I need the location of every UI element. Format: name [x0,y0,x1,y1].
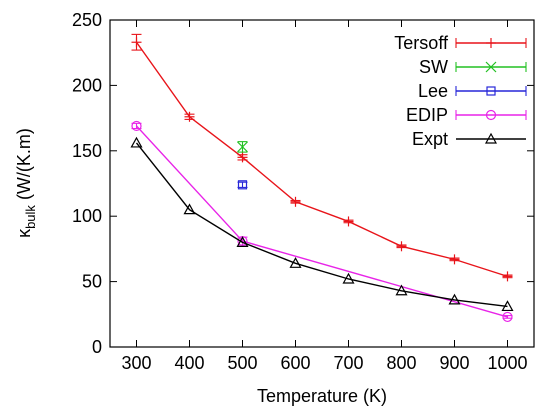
y-axis-title-rest: (W/(K.m) [14,128,34,205]
data-point-tersoff [237,152,248,163]
data-point-sw [237,141,248,153]
error-bar-edip [502,315,513,319]
legend-marker-sw [485,61,497,73]
x-tick-label: 800 [386,353,416,373]
data-point-tersoff [184,111,195,122]
data-point-expt [236,236,249,247]
legend-marker-expt [484,132,498,144]
x-tick-label: 600 [280,353,310,373]
data-point-expt [448,293,461,305]
legend-marker-edip [485,109,497,121]
legend-label-lee: Lee [418,81,448,101]
data-point-expt [342,272,355,284]
y-tick-label: 100 [72,206,102,226]
legend-entry-tersoff: Tersoff [394,33,527,53]
y-axis-title: κbulk (W/(K.m) [14,128,38,238]
y-tick-label: 150 [72,141,102,161]
data-point-tersoff [449,254,460,265]
series-tersoff [131,33,513,282]
legend-entry-lee: Lee [418,81,527,101]
series-sw [237,141,248,153]
tick-labels: 300 400 500 600 700 800 900 1000 0 50 100 150 200 250 [72,10,528,373]
series-line-tersoff [135,41,508,278]
legend-label-edip: EDIP [406,105,448,125]
data-point-expt [395,284,408,296]
series-lee [237,180,248,190]
legend: Tersoff SW Lee EDIP Expt [394,33,527,149]
data-point-edip [502,311,513,323]
x-tick-label: 400 [174,353,204,373]
legend-label-expt: Expt [412,129,448,149]
data-point-tersoff [131,37,142,48]
data-point-expt [501,300,514,312]
x-tick-label: 300 [121,353,151,373]
data-point-expt [289,257,302,268]
series-edip [131,120,513,323]
x-tick-label: 700 [333,353,363,373]
data-point-lee [237,180,248,190]
legend-label-tersoff: Tersoff [394,33,449,53]
series-line-expt [135,142,508,308]
error-bar-lee [237,181,248,188]
legend-entry-expt: Expt [412,129,526,149]
data-point-tersoff [396,241,407,252]
legend-label-sw: SW [419,57,448,77]
y-tick-label: 250 [72,10,102,30]
axes-ticks [110,19,534,348]
y-tick-label: 50 [82,272,102,292]
legend-marker-lee [486,86,496,96]
x-tick-label: 500 [227,353,257,373]
legend-entry-edip: EDIP [406,105,527,125]
data-point-tersoff [502,271,513,282]
series-line-edip [135,125,508,318]
data-point-tersoff [290,196,301,207]
data-point-expt [130,136,143,148]
data-point-expt [183,203,196,215]
data-point-tersoff [343,216,354,227]
series-layer [130,33,514,323]
legend-marker-tersoff [486,38,496,48]
data-point-edip [131,120,142,132]
y-tick-label: 200 [72,75,102,95]
y-axis-title-main: κ [14,228,34,238]
x-tick-label: 1000 [487,353,527,373]
legend-entry-sw: SW [419,57,527,77]
y-axis-title-sub: bulk [23,205,38,229]
plot-frame [109,19,535,348]
x-tick-label: 900 [439,353,469,373]
series-expt [130,136,514,312]
y-tick-label: 0 [92,337,102,357]
x-axis-title: Temperature (K) [257,386,387,406]
